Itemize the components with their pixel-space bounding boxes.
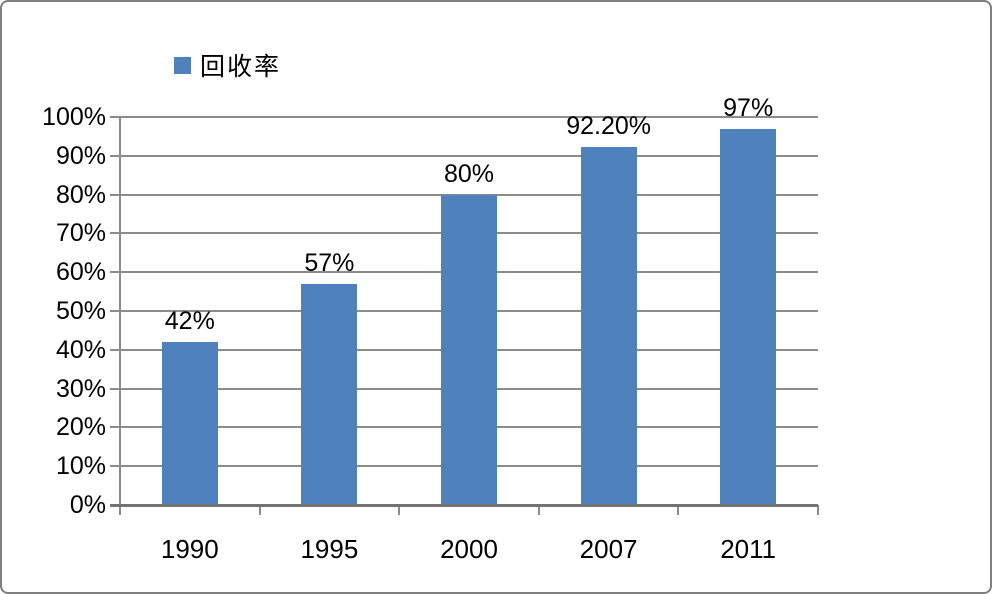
x-axis-tick [398,505,401,515]
y-axis-label: 60% [55,258,106,287]
y-axis-label: 90% [55,141,106,170]
y-axis-label: 20% [55,413,106,442]
x-axis-tick [677,505,680,515]
legend-swatch-icon [174,56,191,74]
x-axis-tick [537,505,540,515]
bar [580,147,637,505]
x-axis-label: 1995 [300,534,359,564]
y-axis-label: 50% [55,297,106,325]
y-axis-label: 70% [55,219,106,248]
x-axis-label: 2007 [579,534,638,564]
x-axis-tick [817,505,819,515]
bar-data-label: 57% [304,248,355,277]
y-axis-line [119,117,121,515]
y-axis-label: 0% [69,491,106,519]
bar-data-label: 42% [164,307,215,336]
bar-data-label: 92.20% [566,112,651,141]
legend: 回收率 [174,49,281,81]
gridline [110,116,818,118]
gridline [110,154,818,157]
y-axis-label: 100% [42,103,106,131]
bar-data-label: 80% [443,159,495,188]
x-axis-line [110,503,818,507]
x-axis-label: 2000 [440,534,498,564]
bar [441,194,497,505]
y-axis-label: 30% [55,374,106,403]
x-axis-label: 1990 [160,534,219,564]
x-axis-label: 2011 [720,534,777,564]
bar-data-label: 97% [723,93,774,122]
legend-label: 回收率 [200,54,282,81]
bar [161,342,218,505]
y-axis-label: 10% [55,452,106,481]
y-axis-label: 80% [55,180,106,209]
bar [720,128,777,505]
y-axis-label: 40% [55,335,106,364]
x-axis-tick [258,505,261,515]
bar [301,283,358,505]
